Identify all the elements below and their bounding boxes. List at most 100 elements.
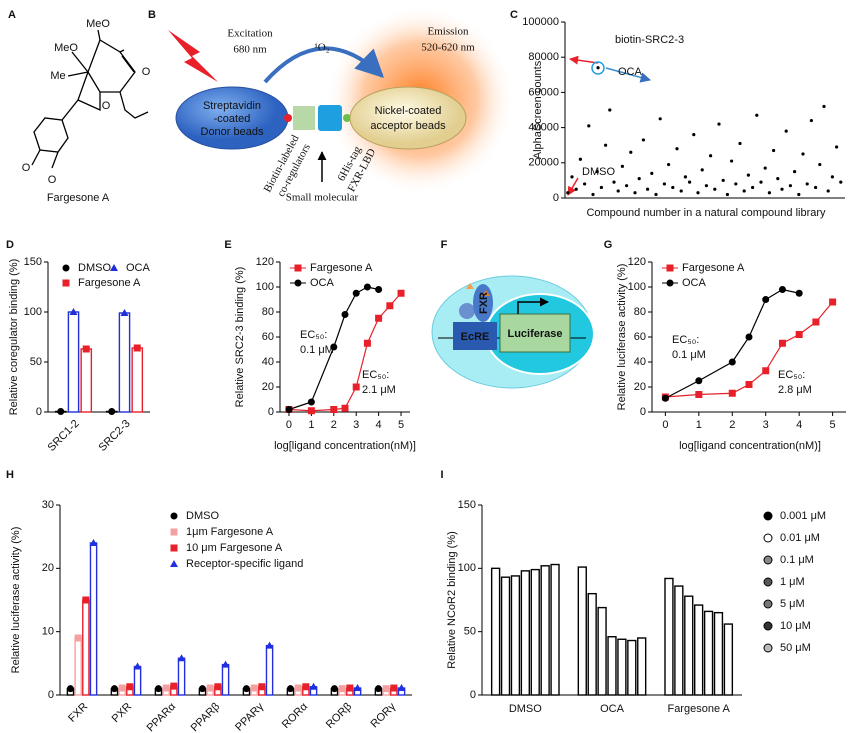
data-point <box>616 189 620 193</box>
data-point <box>755 113 759 117</box>
y-tick-label: 100 <box>24 306 42 318</box>
data-point <box>745 333 753 341</box>
bar <box>664 577 674 696</box>
bar <box>617 638 627 696</box>
bar <box>221 663 230 696</box>
data-point <box>801 152 805 156</box>
x-tick-label: 3 <box>763 419 769 431</box>
atom-label: O <box>22 162 31 174</box>
data-point <box>717 122 721 126</box>
x-tick-label: 1 <box>696 419 702 431</box>
data-point <box>338 685 346 693</box>
data-point <box>382 685 390 693</box>
legend-marker <box>110 264 118 271</box>
data-point <box>346 684 354 692</box>
legend-marker <box>763 555 773 565</box>
x-tick-label: 2 <box>729 419 735 431</box>
legend-marker <box>170 560 178 567</box>
y-tick-label: 20 <box>634 381 646 393</box>
data-point <box>133 344 141 352</box>
data-point <box>120 309 129 316</box>
data-point <box>133 662 142 670</box>
data-point <box>704 184 709 188</box>
label: FXR <box>478 292 490 314</box>
biotin <box>284 114 292 122</box>
y-tick-label: 80000 <box>528 51 559 63</box>
his-tag <box>343 114 351 122</box>
x-tick-label: FXR <box>66 701 90 725</box>
data-point <box>667 162 671 167</box>
y-tick-label: 60 <box>262 331 274 343</box>
data-point <box>675 147 679 151</box>
legend-marker <box>294 279 302 287</box>
panel-label: G <box>604 239 613 251</box>
x-tick-label: 4 <box>796 419 802 431</box>
y-tick-label: 10 <box>42 626 54 638</box>
data-point <box>793 170 797 174</box>
label: Nickel-coated <box>375 105 442 117</box>
x-tick-label: 0 <box>662 419 668 431</box>
data-point <box>390 684 398 692</box>
y-tick-label: 20 <box>262 381 274 393</box>
data-point <box>330 343 338 351</box>
y-axis-label: Relative SRC2-3 binding (%) <box>234 267 246 408</box>
data-point <box>776 177 780 181</box>
annotation: EC₅₀: <box>778 369 805 381</box>
data-point <box>89 539 98 546</box>
bar <box>550 563 560 696</box>
bar <box>89 542 98 696</box>
x-tick-label: 1 <box>308 419 314 431</box>
legend-label: 0.01 μM <box>780 532 820 544</box>
data-point <box>751 185 755 190</box>
data-point <box>742 189 746 193</box>
data-point <box>82 596 90 604</box>
data-point <box>341 404 349 412</box>
bar <box>540 565 550 696</box>
data-point <box>386 302 394 310</box>
x-axis-label: log[ligand concentration(nM)] <box>679 440 821 452</box>
data-point <box>302 683 310 691</box>
data-point <box>363 283 371 291</box>
legend-label: DMSO <box>78 262 111 274</box>
data-point <box>154 685 162 693</box>
legend-marker <box>170 544 178 552</box>
data-point <box>700 168 704 172</box>
y-axis-label: Relative coregulator binding (%) <box>8 259 20 416</box>
bar <box>703 610 714 696</box>
atom-label: O <box>48 174 57 186</box>
x-tick-label: Fargesone A <box>667 703 730 715</box>
data-point <box>118 684 126 692</box>
panel-label: B <box>148 9 156 21</box>
bar <box>577 566 587 696</box>
data-point <box>839 180 843 184</box>
legend-marker <box>763 643 773 653</box>
legend-label: 1 μM <box>780 576 805 588</box>
data-point <box>734 182 738 186</box>
data-point <box>352 383 360 391</box>
data-point <box>759 180 763 184</box>
legend-marker <box>62 264 70 272</box>
data-point <box>805 182 809 186</box>
data-point <box>221 660 230 668</box>
data-point <box>294 684 302 692</box>
legend-marker <box>666 264 674 272</box>
data-point <box>341 311 349 318</box>
y-tick-label: 0 <box>470 689 476 701</box>
data-point <box>835 145 839 149</box>
data-point <box>762 296 770 303</box>
y-tick-label: 100 <box>458 562 476 574</box>
data-point <box>762 367 770 375</box>
data-point <box>108 408 116 415</box>
data-point <box>620 164 625 168</box>
data-point <box>126 683 134 691</box>
dmso-arrow <box>567 177 579 196</box>
data-point <box>397 684 406 692</box>
panel-label: H <box>6 469 14 481</box>
y-tick-label: 60000 <box>528 86 559 98</box>
x-tick-label: PPARβ <box>189 701 223 733</box>
panel-label: F <box>441 239 448 251</box>
x-tick-label: 3 <box>353 419 359 431</box>
legend-label: 1μm Fargesone A <box>186 526 274 538</box>
data-point <box>637 177 641 181</box>
